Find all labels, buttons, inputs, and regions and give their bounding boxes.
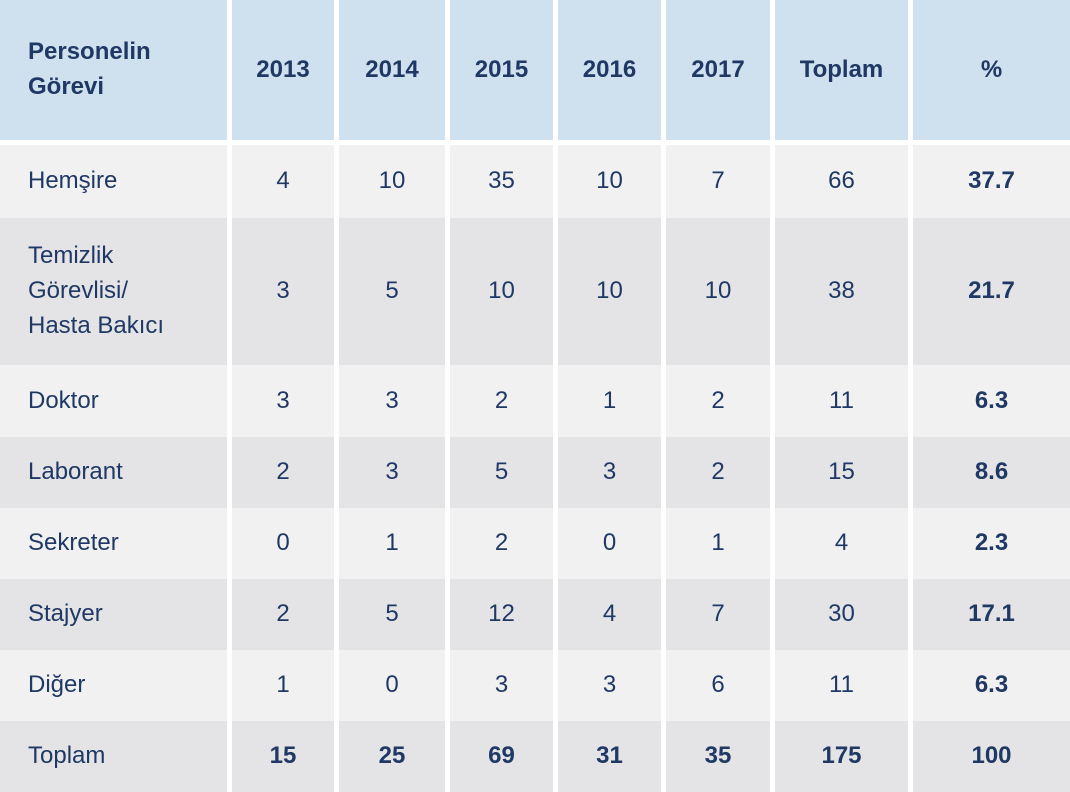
percent-cell: 6.3 — [908, 650, 1070, 721]
row-total-cell: 11 — [770, 365, 908, 437]
value-cell: 35 — [661, 721, 770, 792]
value-cell: 1 — [661, 508, 770, 579]
row-label: Stajyer — [0, 579, 227, 650]
value-cell: 3 — [334, 365, 445, 437]
value-cell: 1 — [334, 508, 445, 579]
col-header-total: Toplam — [770, 0, 908, 145]
percent-cell: 2.3 — [908, 508, 1070, 579]
value-cell: 3 — [227, 365, 334, 437]
row-label: Hemşire — [0, 145, 227, 218]
value-cell: 2 — [661, 437, 770, 508]
value-cell: 10 — [661, 218, 770, 365]
value-cell: 1 — [553, 365, 661, 437]
row-label: Sekreter — [0, 508, 227, 579]
percent-cell: 6.3 — [908, 365, 1070, 437]
value-cell: 31 — [553, 721, 661, 792]
value-cell: 2 — [227, 437, 334, 508]
value-cell: 10 — [334, 145, 445, 218]
row-label: Diğer — [0, 650, 227, 721]
table-row-hemsire: Hemşire 4 10 35 10 7 66 37.7 — [0, 145, 1070, 218]
value-cell: 3 — [227, 218, 334, 365]
row-label: Temizlik Görevlisi/ Hasta Bakıcı — [0, 218, 227, 365]
header-row: Personelin Görevi 2013 2014 2015 2016 20… — [0, 0, 1070, 145]
value-cell: 25 — [334, 721, 445, 792]
value-cell: 0 — [227, 508, 334, 579]
percent-cell: 17.1 — [908, 579, 1070, 650]
value-cell: 2 — [445, 365, 553, 437]
table-row-stajyer: Stajyer 2 5 12 4 7 30 17.1 — [0, 579, 1070, 650]
value-cell: 10 — [553, 218, 661, 365]
value-cell: 3 — [334, 437, 445, 508]
value-cell: 10 — [553, 145, 661, 218]
row-label: Laborant — [0, 437, 227, 508]
value-cell: 3 — [553, 437, 661, 508]
value-cell: 7 — [661, 145, 770, 218]
value-cell: 12 — [445, 579, 553, 650]
table-row-temizlik-hasta-bakici: Temizlik Görevlisi/ Hasta Bakıcı 3 5 10 … — [0, 218, 1070, 365]
col-header-personnel-role: Personelin Görevi — [0, 0, 227, 145]
percent-cell: 37.7 — [908, 145, 1070, 218]
value-cell: 0 — [553, 508, 661, 579]
value-cell: 2 — [661, 365, 770, 437]
table-row-diger: Diğer 1 0 3 3 6 11 6.3 — [0, 650, 1070, 721]
value-cell: 69 — [445, 721, 553, 792]
value-cell: 35 — [445, 145, 553, 218]
row-total-cell: 30 — [770, 579, 908, 650]
percent-cell: 8.6 — [908, 437, 1070, 508]
col-header-2017: 2017 — [661, 0, 770, 145]
value-cell: 5 — [334, 218, 445, 365]
value-cell: 6 — [661, 650, 770, 721]
col-header-percent: % — [908, 0, 1070, 145]
value-cell: 2 — [227, 579, 334, 650]
row-total-cell: 11 — [770, 650, 908, 721]
table-row-doktor: Doktor 3 3 2 1 2 11 6.3 — [0, 365, 1070, 437]
table-row-sekreter: Sekreter 0 1 2 0 1 4 2.3 — [0, 508, 1070, 579]
row-label: Toplam — [0, 721, 227, 792]
value-cell: 0 — [334, 650, 445, 721]
value-cell: 10 — [445, 218, 553, 365]
percent-cell: 21.7 — [908, 218, 1070, 365]
row-total-cell: 66 — [770, 145, 908, 218]
row-total-cell: 175 — [770, 721, 908, 792]
value-cell: 1 — [227, 650, 334, 721]
col-header-2015: 2015 — [445, 0, 553, 145]
value-cell: 5 — [334, 579, 445, 650]
table-row-toplam-total: Toplam 15 25 69 31 35 175 100 — [0, 721, 1070, 792]
value-cell: 15 — [227, 721, 334, 792]
value-cell: 7 — [661, 579, 770, 650]
row-total-cell: 15 — [770, 437, 908, 508]
value-cell: 4 — [553, 579, 661, 650]
value-cell: 3 — [445, 650, 553, 721]
percent-cell: 100 — [908, 721, 1070, 792]
value-cell: 3 — [553, 650, 661, 721]
value-cell: 2 — [445, 508, 553, 579]
row-total-cell: 4 — [770, 508, 908, 579]
col-header-2016: 2016 — [553, 0, 661, 145]
table-row-laborant: Laborant 2 3 5 3 2 15 8.6 — [0, 437, 1070, 508]
row-total-cell: 38 — [770, 218, 908, 365]
value-cell: 4 — [227, 145, 334, 218]
value-cell: 5 — [445, 437, 553, 508]
row-label: Doktor — [0, 365, 227, 437]
col-header-2013: 2013 — [227, 0, 334, 145]
col-header-2014: 2014 — [334, 0, 445, 145]
